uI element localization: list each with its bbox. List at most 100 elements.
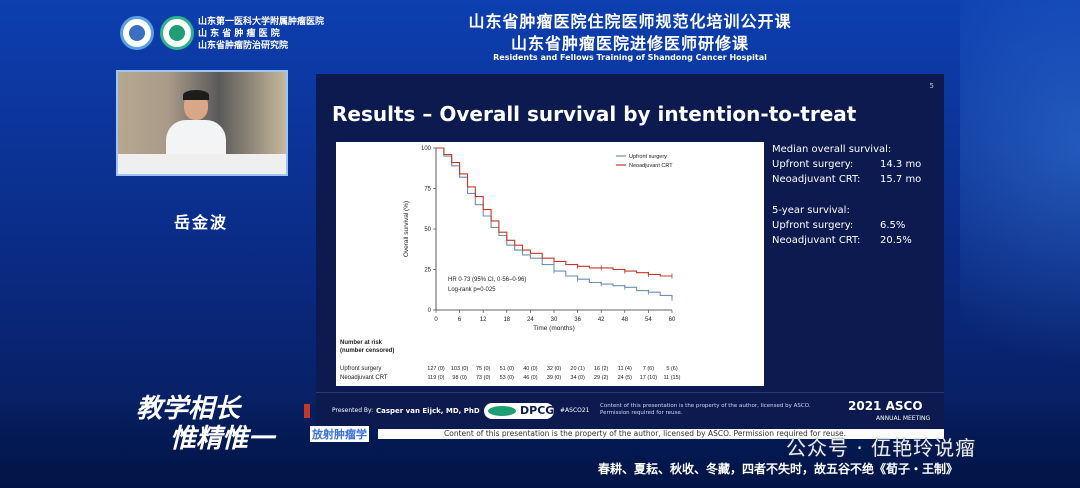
risk-cell: 34 (0) (570, 375, 585, 381)
hospital-names: 山东第一医科大学附属肿瘤医院 山 东 省 肿 瘤 医 院 山东省肿瘤防治研究院 (198, 16, 324, 52)
risk-cell: 16 (2) (594, 366, 609, 372)
km-chart-panel: 0 6 12 18 24 30 36 42 48 54 60 0 25 50 75 100 Time (mont… (336, 142, 764, 386)
five-year-label: Neoadjuvant CRT: (772, 235, 861, 246)
bottom-quote: 春耕、夏耘、秋收、冬藏，四者不失时，故五谷不绝《荀子・王制》 (598, 462, 959, 476)
x-tick-label: 0 (434, 317, 438, 323)
risk-cell: 40 (0) (523, 366, 538, 372)
risk-cell: 5 (6) (666, 366, 677, 372)
course-title-2: 山东省肿瘤医院进修医师研修课 (510, 34, 749, 53)
x-tick-label: 18 (503, 317, 510, 323)
risk-cell: 119 (0) (427, 375, 444, 381)
median-label: Upfront surgery: (772, 159, 854, 170)
speaker-name: 岳金波 (174, 213, 229, 232)
hospital-line-1: 山东第一医科大学附属肿瘤医院 (198, 17, 325, 27)
risk-cell: 24 (5) (618, 375, 633, 381)
motto-line-2: 惟精惟一 (170, 424, 275, 454)
x-tick-label: 36 (574, 317, 581, 323)
chart-annotation: HR 0·73 (95% CI, 0·56–0·96) (448, 277, 526, 283)
slide-number: 5 (929, 82, 934, 90)
chart-annotation: Log-rank p=0·025 (448, 287, 496, 293)
risk-cell: 53 (0) (500, 375, 515, 381)
red-marker (304, 404, 310, 418)
survival-summary: Median overall survival: Upfront surgery… (772, 142, 921, 248)
median-label: Neoadjuvant CRT: (772, 174, 861, 185)
asco-meeting-logo: 2021 ASCO (848, 399, 923, 413)
x-tick-label: 54 (645, 317, 652, 323)
risk-cell: 11 (4) (618, 366, 632, 372)
presentation-slide: 5 Results – Overall survival by intentio… (316, 74, 944, 428)
dpcg-label: DPCG (520, 404, 555, 417)
risk-cell: 32 (0) (547, 366, 562, 372)
presented-by-label: Presented By: (332, 407, 374, 414)
median-row: Upfront surgery: 14.3 mo (772, 157, 921, 172)
calligraphy-motto: 教学相长 惟精惟一 (136, 394, 274, 454)
risk-cell: 29 (2) (594, 375, 609, 381)
copyright-notice: Content of this presentation is the prop… (600, 403, 811, 416)
five-year-value: 6.5% (880, 220, 906, 231)
median-heading: Median overall survival: (772, 144, 892, 155)
median-value: 15.7 mo (880, 174, 922, 185)
slide-title: Results – Overall survival by intention-… (332, 102, 857, 126)
risk-cell: 17 (10) (640, 375, 658, 381)
risk-cell: 46 (0) (523, 375, 538, 381)
five-year-row: Upfront surgery: 6.5% (772, 218, 921, 233)
x-tick-label: 24 (527, 317, 534, 323)
y-tick-label: 0 (428, 308, 432, 314)
five-year-row: Neoadjuvant CRT: 20.5% (772, 233, 921, 248)
course-title-en: Residents and Fellows Training of Shando… (493, 53, 767, 62)
km-chart: 0 6 12 18 24 30 36 42 48 54 60 0 25 50 75 100 Time (mont… (340, 146, 681, 381)
risk-cell: 20 (1) (570, 366, 585, 372)
x-tick-label: 30 (551, 317, 558, 323)
risk-table-subheading: (number censored) (340, 348, 394, 354)
decorative-glow (960, 0, 1080, 488)
y-tick-label: 25 (424, 268, 431, 274)
presenter-name: Casper van Eijck, MD, PhD (376, 407, 480, 415)
hospital-logo-icon (160, 16, 194, 50)
median-value: 14.3 mo (880, 159, 922, 170)
risk-cell: 103 (0) (451, 366, 469, 372)
hospital-line-3: 山东省肿瘤防治研究院 (198, 41, 289, 51)
x-tick-label: 48 (621, 317, 628, 323)
y-tick-label: 75 (424, 187, 431, 193)
risk-row-name: Upfront surgery (340, 366, 381, 372)
risk-cell: 73 (0) (476, 375, 491, 381)
risk-cell: 39 (0) (547, 375, 562, 381)
risk-cell: 7 (6) (643, 366, 654, 372)
risk-row-name: Neoadjuvant CRT (340, 375, 388, 381)
risk-cell: 11 (15) (663, 375, 680, 381)
x-tick-label: 42 (598, 317, 605, 323)
legend-label: Neoadjuvant CRT (629, 163, 673, 169)
reuse-notice-strip: Content of this presentation is the prop… (378, 429, 944, 439)
five-year-value: 20.5% (880, 235, 912, 246)
dpcg-logo-icon (488, 406, 516, 416)
risk-cell: 98 (0) (452, 375, 467, 381)
broadcast-header: 山东第一医科大学附属肿瘤医院 山 东 省 肿 瘤 医 院 山东省肿瘤防治研究院 … (0, 0, 1080, 66)
x-axis-label: Time (months) (533, 325, 575, 332)
hospital-line-2: 山 东 省 肿 瘤 医 院 (198, 29, 280, 39)
asco-meeting-sub: ANNUAL MEETING (876, 415, 931, 422)
y-axis-label: Overall survival (%) (403, 201, 410, 257)
university-logo-icon (120, 16, 154, 50)
risk-table-heading: Number at risk (340, 340, 383, 346)
median-row: Neoadjuvant CRT: 15.7 mo (772, 172, 921, 187)
course-title-1: 山东省肿瘤医院住院医师规范化培训公开课 (468, 12, 792, 31)
wechat-watermark: 公众号 · 伍艳玲说瘤 (786, 436, 977, 460)
risk-cell: 51 (0) (500, 366, 515, 372)
reuse-notice-text: Content of this presentation is the prop… (444, 429, 847, 438)
dpcg-logo: DPCG (484, 403, 554, 419)
y-tick-label: 100 (421, 146, 432, 152)
five-year-heading: 5-year survival: (772, 205, 850, 216)
risk-cell: 75 (0) (476, 366, 491, 372)
y-tick-label: 50 (424, 227, 431, 233)
x-tick-label: 12 (480, 317, 487, 323)
speaker-video (116, 70, 288, 176)
motto-line-1: 教学相长 (136, 394, 241, 424)
x-tick-label: 60 (669, 317, 676, 323)
slide-footer: Presented By: Casper van Eijck, MD, PhD … (316, 392, 944, 428)
five-year-label: Upfront surgery: (772, 220, 854, 231)
legend-label: Upfront surgery (629, 154, 667, 160)
x-tick-label: 6 (458, 317, 462, 323)
risk-cell: 127 (0) (427, 366, 445, 372)
department-label: 放射肿瘤学 (310, 426, 369, 442)
asco-hashtag: #ASCO21 (560, 407, 590, 414)
